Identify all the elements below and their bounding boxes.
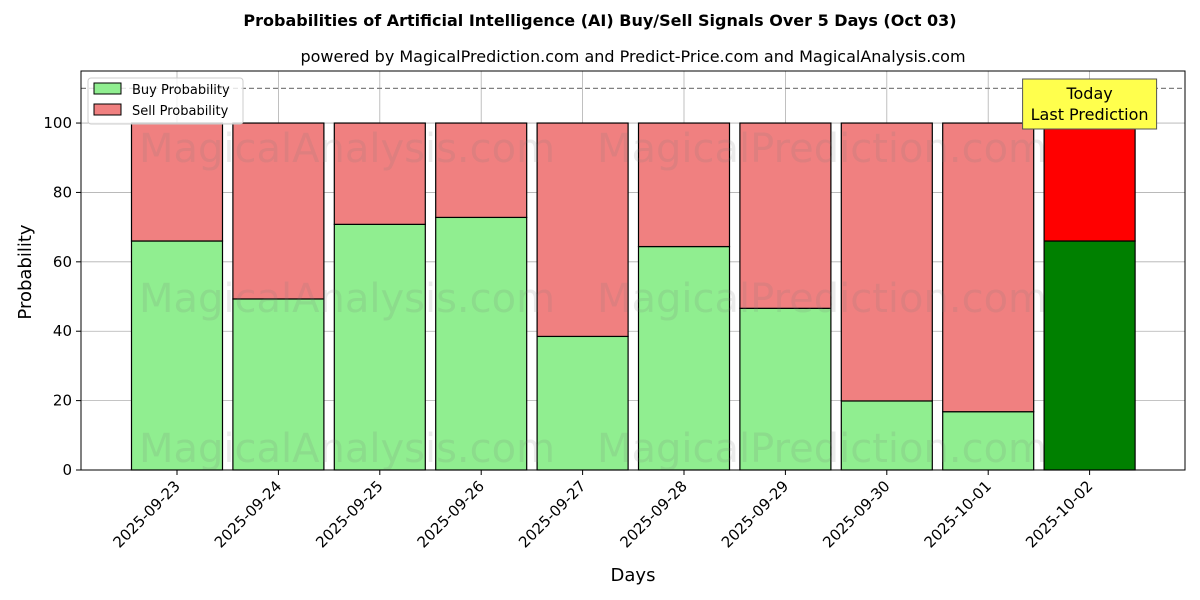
legend-box: [87, 77, 244, 125]
x-tick-label: 2025-09-26: [414, 477, 488, 551]
buy-bar: [942, 411, 1035, 471]
legend-swatch-sell: [93, 103, 122, 116]
chart-title: Probabilities of Artificial Intelligence…: [243, 11, 956, 30]
legend: Buy Probability Sell Probability: [87, 77, 244, 125]
sell-bar: [130, 122, 224, 242]
y-tick-label: 100: [43, 114, 72, 132]
buy-bar: [130, 240, 224, 471]
sell-bar: [840, 122, 933, 402]
watermark-text: MagicalPrediction.com: [597, 126, 1047, 172]
watermarks: MagicalAnalysis.com MagicalPrediction.com…: [139, 126, 1047, 472]
x-tick-label: 2025-09-30: [819, 477, 893, 551]
x-tick-label: 2025-09-24: [211, 477, 285, 551]
buy-bar: [840, 400, 933, 471]
legend-swatch-buy: [93, 82, 122, 95]
x-tick-label: 2025-09-25: [312, 477, 386, 551]
y-tick-label: 0: [62, 461, 72, 479]
today-annotation-line1: Today: [1065, 84, 1112, 103]
buy-bar: [536, 335, 629, 471]
buy-bar: [333, 223, 426, 471]
sell-bar: [333, 122, 426, 225]
watermark-text: MagicalAnalysis.com: [139, 426, 555, 472]
buy-bar: [739, 307, 832, 471]
x-tick-label: 2025-10-02: [1022, 477, 1096, 551]
today-annotation-box: [1022, 78, 1158, 130]
today-annotation: Today Last Prediction: [1022, 78, 1158, 130]
legend-label-buy: Buy Probability: [132, 83, 230, 98]
y-axis-label: Probability: [15, 224, 36, 319]
y-tick-label: 80: [53, 183, 72, 201]
x-tick-label: 2025-09-27: [515, 477, 589, 551]
watermark-text: MagicalAnalysis.com: [139, 276, 555, 322]
x-tick-label: 2025-09-29: [718, 477, 792, 551]
sell-bar: [1043, 122, 1136, 242]
buy-bar: [435, 216, 528, 471]
x-tick-label: 2025-10-01: [921, 477, 995, 551]
sell-bar: [536, 122, 629, 338]
bars: [81, 87, 1185, 471]
x-tick-label: 2025-09-28: [616, 477, 690, 551]
y-tick-label: 60: [53, 253, 72, 271]
watermark-text: MagicalPrediction.com: [597, 276, 1047, 322]
today-annotation-line2: Last Prediction: [1031, 105, 1149, 124]
sell-bar: [435, 122, 528, 219]
x-tick-label: 2025-09-23: [109, 477, 183, 551]
sell-bar: [942, 122, 1035, 413]
plot-frame: [80, 70, 1186, 471]
legend-label-sell: Sell Probability: [132, 104, 229, 119]
x-axis-label: Days: [611, 565, 656, 586]
y-tick-label: 40: [53, 322, 72, 340]
watermark-text: MagicalPrediction.com: [597, 426, 1047, 472]
watermark-text: MagicalAnalysis.com: [139, 126, 555, 172]
sell-bar: [739, 122, 832, 309]
sell-bar: [232, 122, 325, 300]
chart-subtitle: powered by MagicalPrediction.com and Pre…: [300, 47, 965, 66]
y-tick-label: 20: [53, 392, 72, 410]
buy-bar: [637, 245, 731, 471]
sell-bar: [637, 122, 731, 248]
buy-bar: [1043, 240, 1136, 471]
